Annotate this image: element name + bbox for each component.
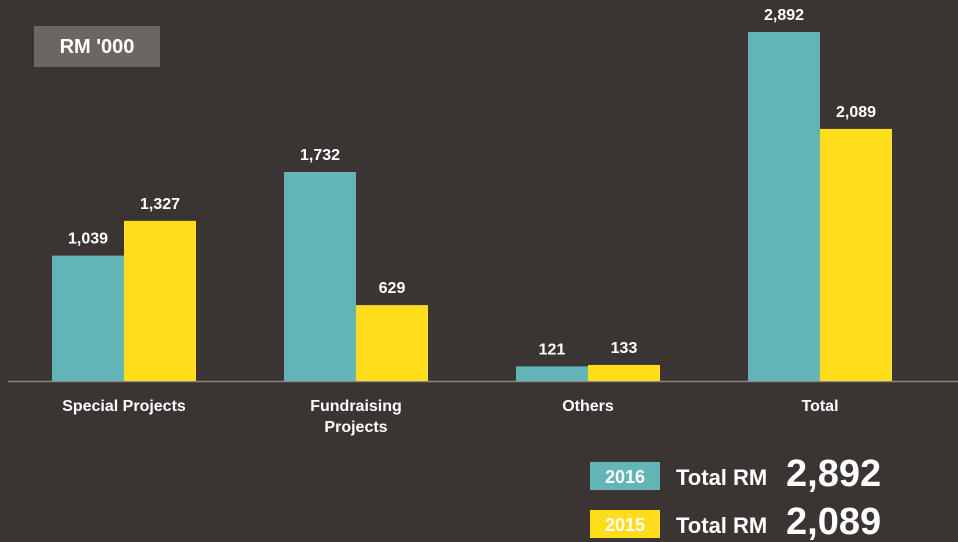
legend-total: 2,089 — [786, 501, 881, 542]
bar — [356, 305, 428, 381]
x-tick-label: Fundraising Projects — [310, 398, 402, 436]
bar — [284, 171, 356, 381]
value-label: 2,089 — [836, 104, 876, 121]
value-label: 629 — [379, 280, 406, 297]
x-tick-label: Total — [801, 398, 839, 415]
value-label: 1,039 — [68, 231, 108, 248]
value-label: 1,327 — [140, 196, 180, 213]
bar — [820, 128, 892, 381]
bar — [588, 364, 660, 381]
legend-name: 2016 — [605, 467, 645, 487]
bar — [748, 32, 820, 381]
legend-total: 2,892 — [786, 453, 881, 495]
value-label: 133 — [611, 340, 638, 357]
x-tick-label: Special Projects — [62, 398, 186, 415]
x-tick-label: Others — [562, 398, 614, 415]
legend-prefix: Total RM — [676, 465, 767, 490]
value-label: 2,892 — [764, 7, 804, 24]
legend-swatch — [590, 510, 660, 538]
unit-box — [34, 26, 160, 67]
value-label: 1,732 — [300, 147, 340, 164]
legend-swatch — [590, 462, 660, 490]
legend-prefix: Total RM — [676, 513, 767, 538]
value-label: 121 — [539, 341, 566, 358]
bar — [124, 220, 196, 381]
legend-name: 2015 — [605, 515, 645, 535]
bar — [52, 255, 124, 381]
unit-label: RM '000 — [60, 36, 135, 58]
bar — [516, 366, 588, 381]
